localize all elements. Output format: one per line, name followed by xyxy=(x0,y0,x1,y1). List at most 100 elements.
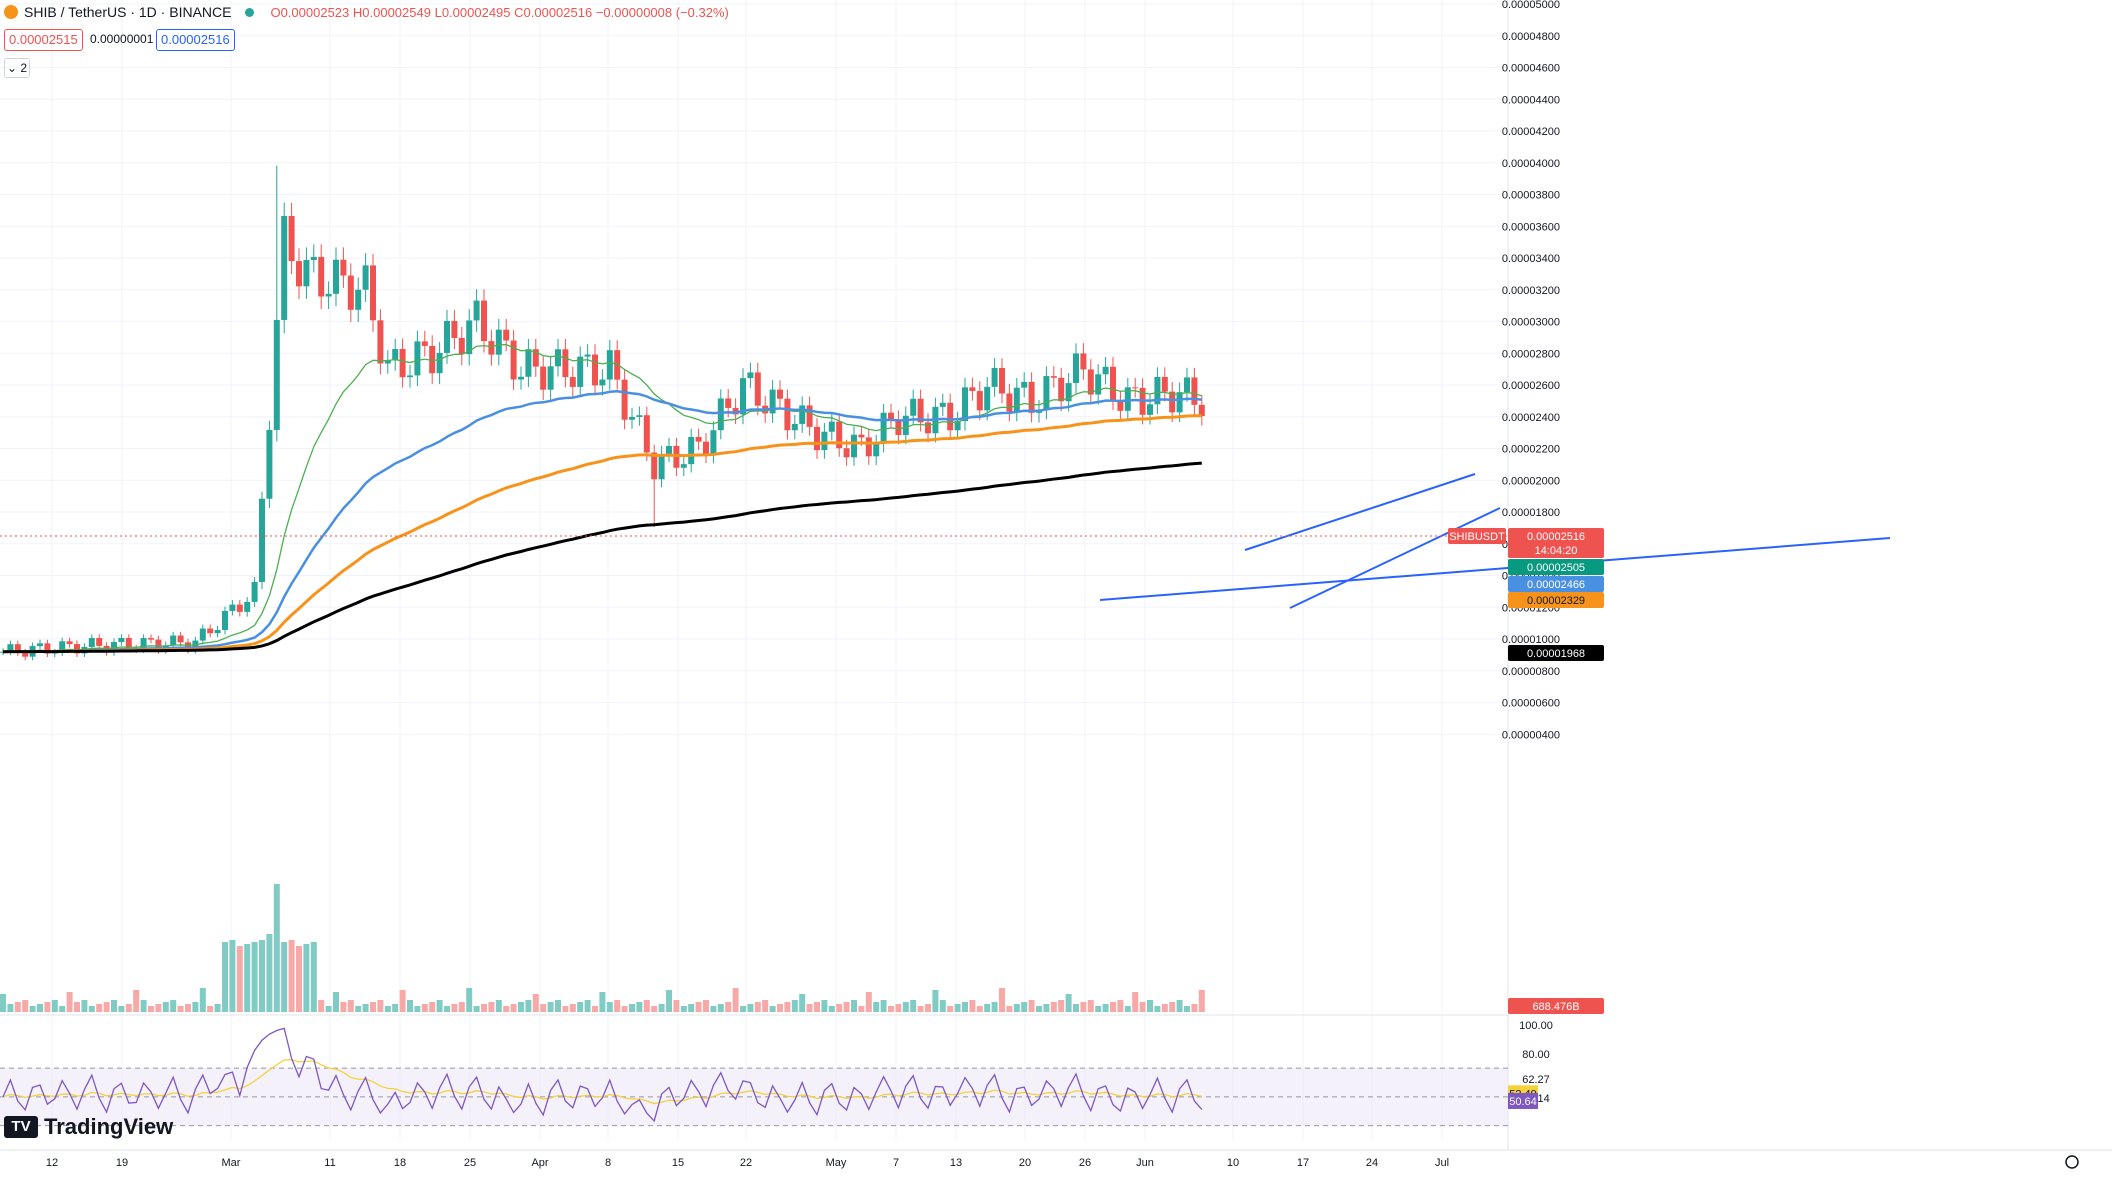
volume-bar xyxy=(1073,1004,1079,1012)
candle-body xyxy=(273,319,280,430)
candle-body xyxy=(592,354,598,386)
volume-bar xyxy=(148,1006,154,1012)
volume-bar xyxy=(910,1000,917,1012)
x-tick-label: 17 xyxy=(1297,1157,1309,1169)
volume-bar xyxy=(895,1004,902,1012)
volume-bar xyxy=(125,1004,132,1012)
volume-bar xyxy=(473,1006,480,1012)
volume-bar xyxy=(22,1000,29,1012)
volume-bar xyxy=(222,942,228,1012)
volume-bar xyxy=(59,1006,66,1012)
high-value: H0.00002549 xyxy=(352,4,431,20)
x-tick-label: 25 xyxy=(464,1157,476,1169)
volume-bar xyxy=(414,1006,421,1012)
tv-logo-icon: TV xyxy=(4,1116,38,1138)
candle-body xyxy=(917,398,924,423)
logo-text: TradingView xyxy=(44,1114,174,1139)
wedge-lower-line xyxy=(1289,507,1501,609)
y-tick-label: 0.00001000 xyxy=(1502,634,1560,646)
volume-bar xyxy=(503,1006,510,1012)
candle-body xyxy=(155,639,162,651)
volume-bar xyxy=(673,1000,680,1012)
candle-body xyxy=(1132,387,1139,389)
x-tick-label: Jun xyxy=(1136,1157,1154,1169)
volume-bar xyxy=(303,944,310,1012)
volume-bar xyxy=(984,1004,991,1012)
countdown-tag-bg xyxy=(1508,542,1604,558)
candle-body xyxy=(148,638,154,640)
volume-bar xyxy=(288,940,295,1012)
candle-body xyxy=(503,329,510,341)
volume-bar xyxy=(754,1002,761,1012)
buy-button[interactable]: 0.00002516 xyxy=(156,29,235,51)
countdown-tag: 14:04:20 xyxy=(1535,545,1578,557)
volume-bar xyxy=(377,1000,384,1012)
volume-bar xyxy=(251,942,258,1012)
candle-body xyxy=(969,387,976,392)
candle-body xyxy=(518,376,524,380)
candle-body xyxy=(96,638,103,646)
candle-body xyxy=(732,407,739,415)
y-tick-label: 0.00004400 xyxy=(1502,94,1560,106)
candle-body xyxy=(377,320,384,364)
y-tick-label: 0.00003200 xyxy=(1502,285,1560,297)
candle-body xyxy=(1073,353,1079,384)
y-tick-label: 0.00002600 xyxy=(1502,380,1560,392)
candle-body xyxy=(1117,400,1124,411)
candle-body xyxy=(1191,377,1198,405)
y-tick-label: 0.00002200 xyxy=(1502,444,1560,456)
volume-bar xyxy=(799,994,806,1012)
indicators-toggle[interactable]: ⌄ 2 xyxy=(4,58,30,78)
candle-body xyxy=(481,300,487,342)
volume-bar xyxy=(547,1002,554,1012)
volume-bar xyxy=(1176,1000,1183,1012)
x-tick-label: 11 xyxy=(324,1157,335,1169)
x-tick-label: Apr xyxy=(531,1157,548,1169)
volume-bar xyxy=(621,1006,628,1012)
candle-body xyxy=(362,265,369,290)
candle-body xyxy=(569,377,576,387)
symbol-title[interactable]: SHIB / TetherUS · 1D · BINANCE xyxy=(24,4,232,20)
candle-body xyxy=(414,341,421,376)
volume-bar xyxy=(170,1000,177,1012)
rsi-band xyxy=(0,1068,1508,1126)
candle-body xyxy=(636,415,643,417)
volume-bar xyxy=(1087,1000,1094,1012)
volume-bar xyxy=(599,992,606,1012)
candle-body xyxy=(310,256,317,260)
candle-body xyxy=(325,293,332,297)
ema-fast-tag: 0.00002505 xyxy=(1527,562,1585,574)
volume-bar xyxy=(666,990,672,1012)
y-tick-label: 0.00000800 xyxy=(1502,666,1560,678)
candle-body xyxy=(303,259,310,287)
x-tick-label: 24 xyxy=(1366,1157,1378,1169)
candle-body xyxy=(577,356,584,387)
candle-body xyxy=(444,320,450,353)
volume-bar xyxy=(784,1002,791,1012)
wedge-upper-line xyxy=(1244,473,1476,551)
sell-button[interactable]: 0.00002515 xyxy=(4,29,83,51)
close-value: C0.00002516 xyxy=(514,4,593,20)
volume-bar xyxy=(865,992,872,1012)
candle-body xyxy=(199,628,206,641)
candle-body xyxy=(828,421,835,432)
volume-bar xyxy=(962,1002,968,1012)
tradingview-logo[interactable]: TV TradingView xyxy=(4,1114,173,1140)
candle-body xyxy=(1058,377,1065,402)
volume-bar xyxy=(185,1004,191,1012)
candle-body xyxy=(466,320,473,355)
volume-bar xyxy=(880,1000,887,1012)
candle-body xyxy=(562,349,569,378)
candle-body xyxy=(584,354,591,357)
volume-bar xyxy=(481,1004,487,1012)
candle-body xyxy=(59,641,66,653)
volume-bar xyxy=(0,994,6,1012)
volume-bar xyxy=(843,1002,850,1012)
candle-body xyxy=(370,265,376,321)
candle-body xyxy=(1043,376,1050,410)
volume-bar xyxy=(140,1000,147,1012)
candle-body xyxy=(784,398,791,431)
shib-icon xyxy=(4,5,18,19)
